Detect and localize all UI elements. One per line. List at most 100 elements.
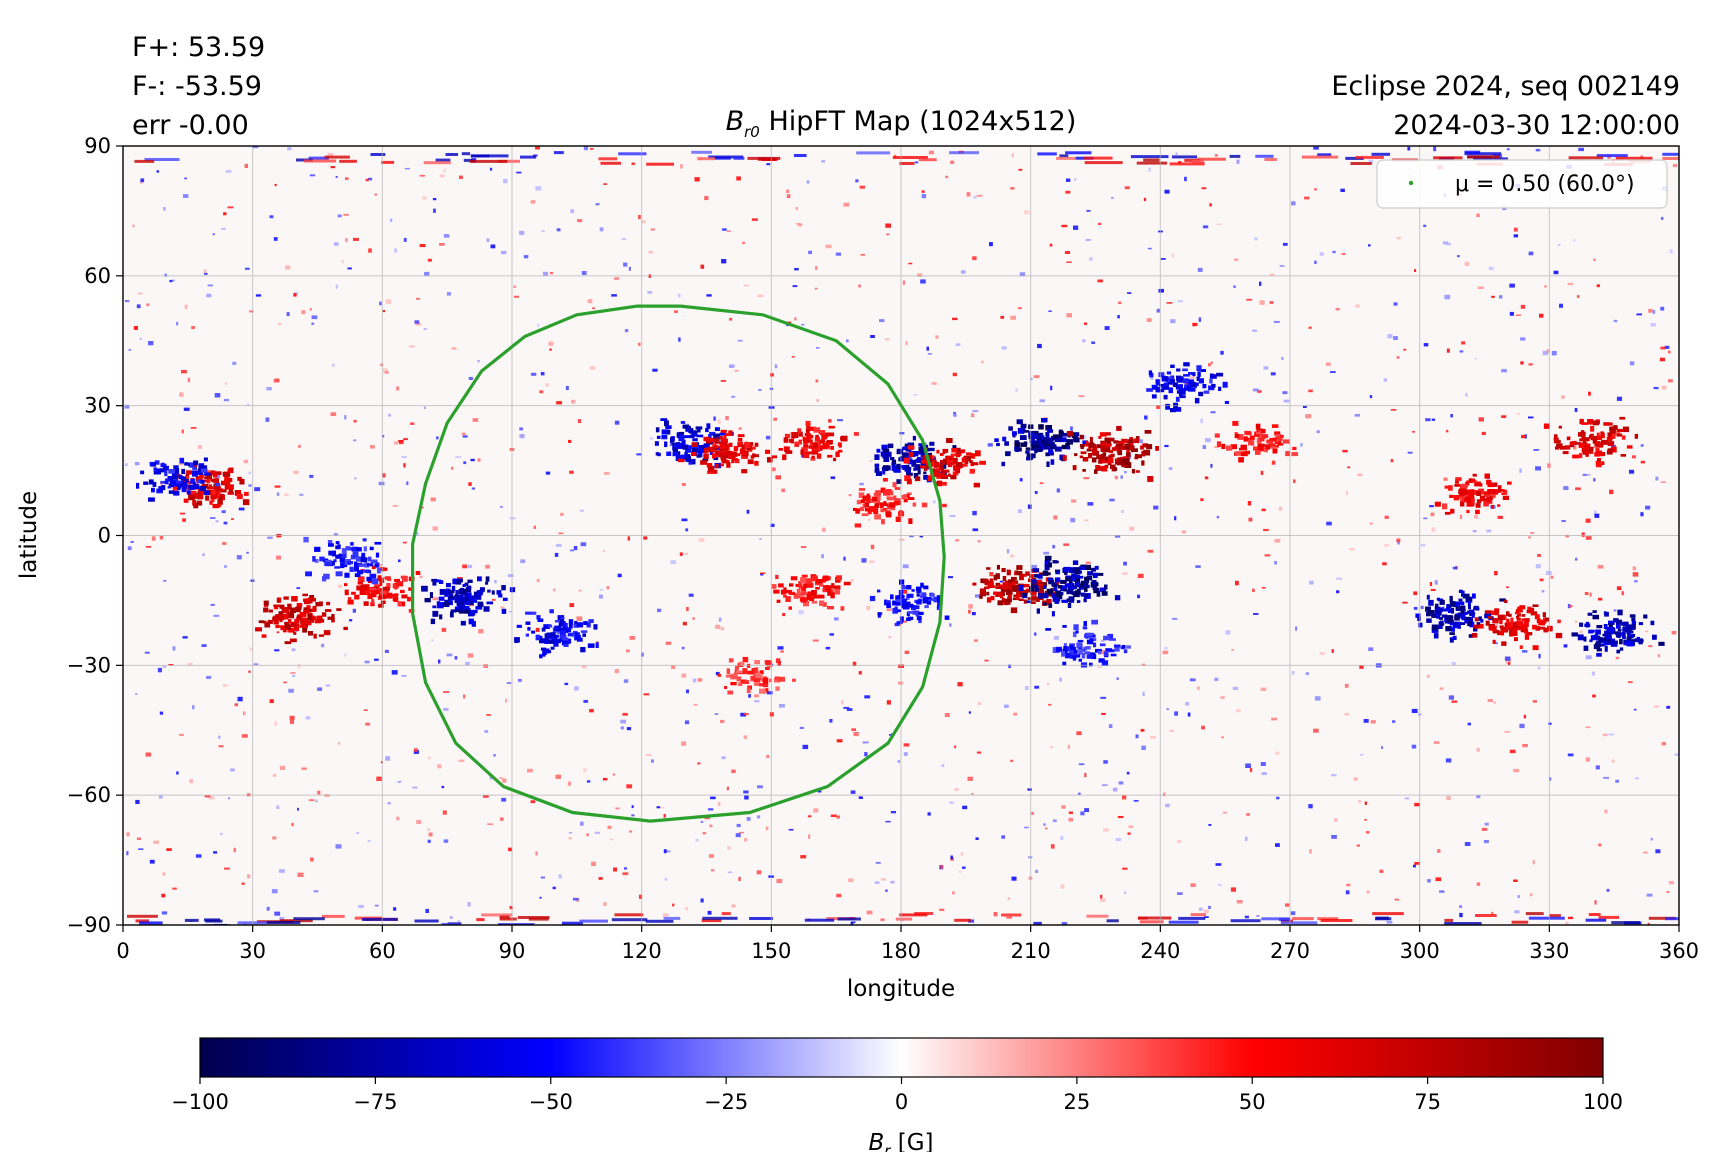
speckle-cell <box>1097 666 1102 669</box>
region-cell <box>731 457 735 464</box>
speckle-cell <box>1232 686 1239 690</box>
region-cell <box>682 424 690 429</box>
speckle-cell <box>813 808 819 813</box>
region-cell <box>836 575 842 581</box>
speckle-cell <box>1660 346 1666 350</box>
speckle-cell <box>1114 475 1118 480</box>
region-cell <box>169 480 176 484</box>
region-cell <box>875 494 881 501</box>
speckle-cell <box>599 588 604 591</box>
speckle-cell <box>1446 348 1450 353</box>
region-cell <box>918 611 924 615</box>
speckle-cell <box>1429 505 1434 508</box>
speckle-cell <box>569 603 575 608</box>
speckle-cell <box>163 580 167 582</box>
region-cell <box>1487 483 1495 488</box>
speckle-cell <box>798 610 804 615</box>
polar-band-cell <box>1171 155 1197 159</box>
region-cell <box>775 686 780 691</box>
region-cell <box>1079 444 1085 448</box>
region-cell <box>1104 437 1111 443</box>
region-cell <box>1087 571 1093 576</box>
region-cell <box>1440 623 1445 626</box>
region-cell <box>823 436 828 440</box>
region-cell <box>1268 443 1276 448</box>
speckle-cell <box>594 831 600 834</box>
speckle-cell <box>127 546 132 551</box>
speckle-cell <box>1222 811 1227 814</box>
speckle-cell <box>1109 498 1115 502</box>
region-cell <box>795 441 801 445</box>
region-cell <box>574 632 580 635</box>
region-cell <box>1016 571 1023 575</box>
region-cell <box>723 434 727 441</box>
region-cell <box>302 627 308 633</box>
region-cell <box>429 592 433 598</box>
region-cell <box>1012 431 1017 436</box>
region-cell <box>1016 590 1021 595</box>
speckle-cell <box>1425 418 1431 422</box>
speckle-cell <box>310 857 314 862</box>
region-cell <box>726 668 730 675</box>
speckle-cell <box>1100 894 1103 899</box>
region-cell <box>751 668 759 674</box>
speckle-cell <box>830 814 837 817</box>
region-cell <box>553 640 559 647</box>
speckle-cell <box>1357 473 1363 477</box>
region-cell <box>1435 603 1439 609</box>
region-cell <box>1211 383 1216 388</box>
region-cell <box>228 488 233 494</box>
region-cell <box>946 438 953 443</box>
region-cell <box>660 418 668 421</box>
region-cell <box>1475 509 1480 515</box>
region-cell <box>882 465 889 472</box>
region-cell <box>1255 450 1261 455</box>
speckle-cell <box>427 756 431 760</box>
speckle-cell <box>685 528 689 532</box>
speckle-cell <box>1336 577 1342 580</box>
speckle-cell <box>643 536 648 540</box>
speckle-cell <box>1153 505 1159 510</box>
region-cell <box>1025 571 1030 576</box>
speckle-cell <box>374 904 379 907</box>
region-cell <box>1023 592 1028 597</box>
speckle-cell <box>1274 539 1281 543</box>
region-cell <box>1237 434 1244 440</box>
region-cell <box>1110 464 1116 470</box>
region-cell <box>1093 572 1098 579</box>
speckle-cell <box>558 532 564 535</box>
region-cell <box>918 446 925 452</box>
region-cell <box>972 582 977 586</box>
region-cell <box>905 465 909 471</box>
region-cell <box>727 674 732 678</box>
polar-band-cell <box>1136 161 1168 165</box>
speckle-cell <box>1459 350 1464 353</box>
region-cell <box>894 623 900 627</box>
region-cell <box>1622 631 1626 638</box>
region-cell <box>442 602 450 607</box>
speckle-cell <box>889 734 892 736</box>
region-cell <box>693 434 698 437</box>
speckle-cell <box>1230 887 1236 892</box>
region-cell <box>1272 448 1278 454</box>
region-cell <box>1114 595 1121 601</box>
speckle-cell <box>385 756 391 761</box>
speckle-cell <box>1513 768 1520 773</box>
region-cell <box>1095 465 1101 470</box>
region-cell <box>853 507 857 511</box>
region-cell <box>1431 614 1438 618</box>
region-cell <box>1471 633 1478 638</box>
speckle-cell <box>886 608 892 612</box>
region-cell <box>210 470 216 476</box>
region-cell <box>158 486 163 492</box>
region-cell <box>767 457 773 463</box>
speckle-cell <box>519 434 525 439</box>
speckle-cell <box>1314 188 1317 191</box>
region-cell <box>284 641 292 645</box>
speckle-cell <box>570 549 575 552</box>
speckle-cell <box>1087 502 1094 506</box>
region-cell <box>1519 645 1523 649</box>
region-cell <box>1464 616 1470 620</box>
region-cell <box>778 448 783 451</box>
region-cell <box>861 499 864 503</box>
